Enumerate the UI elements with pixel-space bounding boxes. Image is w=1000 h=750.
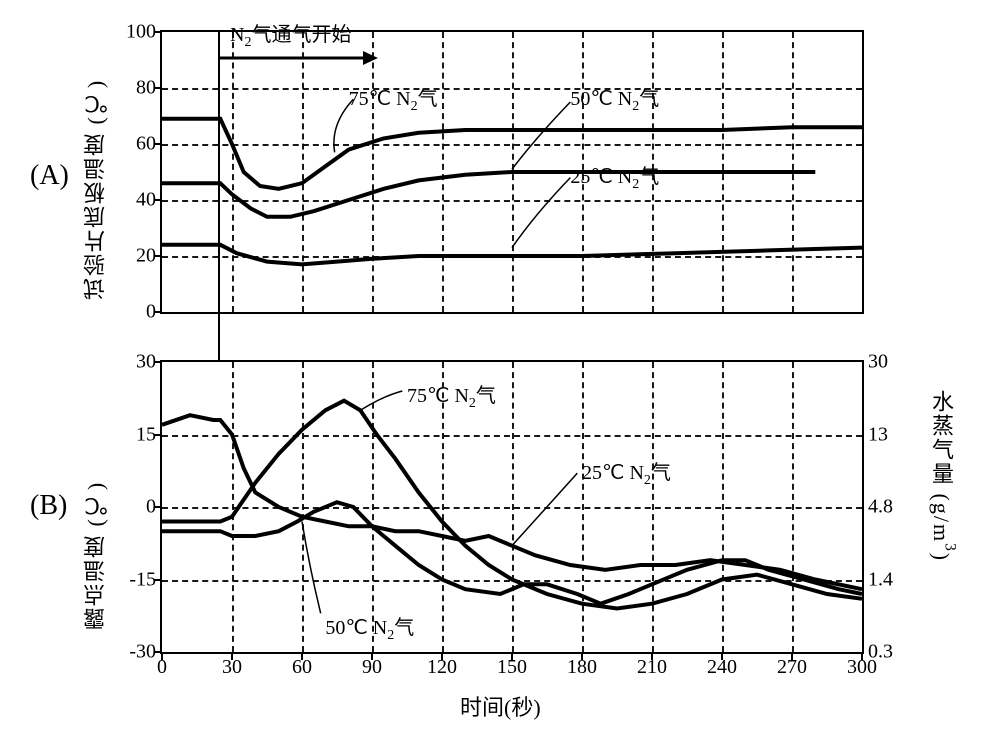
panel-a-label: (A) — [30, 160, 69, 192]
figure: (A) (B) 试验片底板温度 (℃) 露点温度 (℃) 水蒸气量 (g/m3)… — [20, 20, 980, 730]
gridline-v — [582, 362, 584, 652]
gridline-v — [722, 32, 724, 312]
gridline-v — [302, 32, 304, 312]
leader-s25 — [512, 473, 577, 546]
gridline-v — [512, 362, 514, 652]
gridline-v — [792, 32, 794, 312]
chart-b-ylabel-right: 水蒸气量 (g/m3) — [925, 390, 958, 630]
leader-s50 — [512, 102, 570, 169]
series-s50 — [162, 172, 815, 217]
gridline-v — [722, 362, 724, 652]
leader-s25 — [512, 178, 570, 248]
gridline-v — [652, 362, 654, 652]
gridline-v — [512, 32, 514, 312]
ytick-mark — [154, 87, 162, 89]
xtick-mark — [371, 652, 373, 660]
chart-a: 02040608010075℃ N2气50℃ N2气25℃ N2气 — [160, 30, 864, 314]
series-label-s50: 50℃ N2气 — [570, 82, 659, 115]
ytick-mark — [154, 199, 162, 201]
chart-a-ylabel: 试验片底板温度 (℃) — [80, 40, 112, 300]
series-label-s25: 25℃ N2气 — [582, 456, 671, 489]
ytick-label-right: 1.4 — [862, 568, 893, 591]
series-label-s50: 50℃ N2气 — [325, 611, 414, 644]
xtick-mark — [441, 652, 443, 660]
series-label-s25: 25℃ N2气 — [570, 160, 659, 193]
ytick-mark — [154, 311, 162, 313]
gridline-v — [372, 32, 374, 312]
ytick-mark — [154, 143, 162, 145]
x-axis-label: 时间(秒) — [460, 690, 541, 722]
ytick-mark — [154, 255, 162, 257]
panel-b-label: (B) — [30, 490, 67, 522]
xtick-mark — [511, 652, 513, 660]
xtick-mark — [231, 652, 233, 660]
gridline-v — [232, 32, 234, 312]
ytick-mark — [154, 361, 162, 363]
ytick-mark — [154, 506, 162, 508]
series-label-s75: 75℃ N2气 — [349, 82, 438, 115]
xtick-mark — [721, 652, 723, 660]
ytick-mark — [154, 31, 162, 33]
xtick-mark — [651, 652, 653, 660]
gridline-v — [302, 362, 304, 652]
chart-b: -30-15015300.31.44.813300306090120150180… — [160, 360, 864, 654]
gridline-v — [232, 362, 234, 652]
ytick-label-right: 30 — [862, 351, 888, 374]
gridline-v — [442, 32, 444, 312]
gridline-v — [792, 362, 794, 652]
xtick-mark — [301, 652, 303, 660]
ytick-mark — [154, 579, 162, 581]
chart-b-ylabel-left: 露点温度 (℃) — [80, 390, 112, 630]
n2-start-annotation: N2气通气开始 — [230, 18, 351, 51]
leader-s50 — [302, 522, 321, 614]
series-label-s75: 75℃ N2气 — [407, 379, 496, 412]
gridline-v — [372, 362, 374, 652]
xtick-mark — [861, 652, 863, 660]
ytick-mark — [154, 434, 162, 436]
ytick-label-right: 13 — [862, 423, 888, 446]
leader-s75 — [360, 391, 402, 410]
xtick-mark — [791, 652, 793, 660]
ytick-label-right: 4.8 — [862, 496, 893, 519]
xtick-mark — [581, 652, 583, 660]
xtick-mark — [161, 652, 163, 660]
n2-arrow-icon — [218, 48, 378, 68]
